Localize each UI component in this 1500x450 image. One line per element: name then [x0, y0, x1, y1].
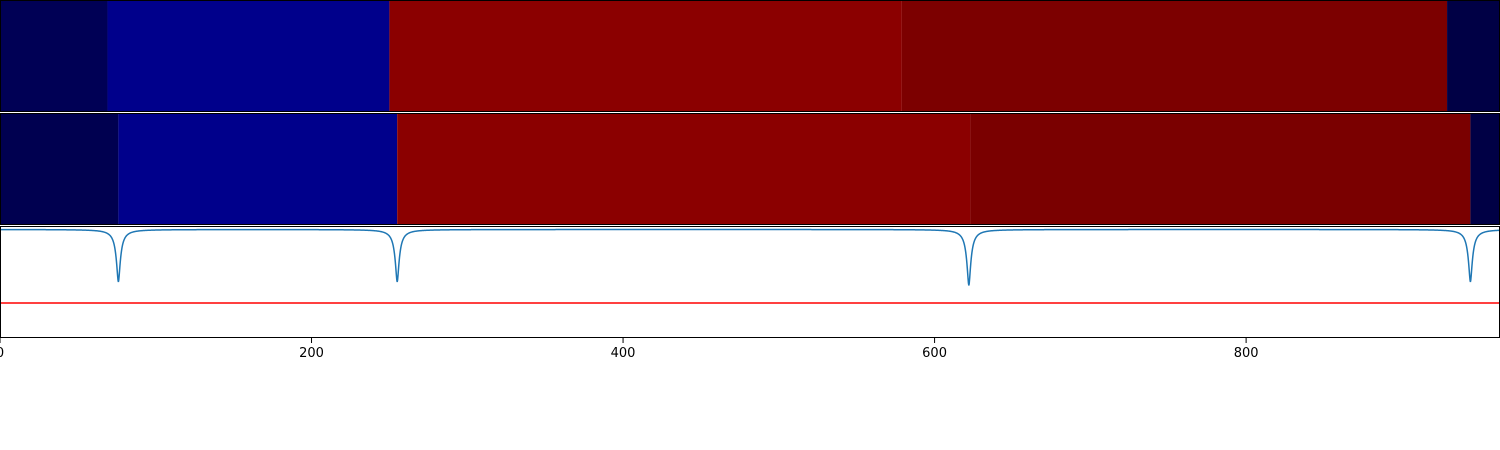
signal-line-1 [0, 228, 1500, 286]
heatmap-segment-4 [970, 113, 1471, 225]
line-plot-panel [0, 226, 1500, 338]
heatmap-segment-3 [389, 0, 902, 112]
heatmap-segment-5 [1470, 113, 1500, 225]
heatmap-segment-2 [107, 0, 390, 112]
heatmap-segment-4 [901, 0, 1448, 112]
plot-background [0, 226, 1500, 338]
x-tick-label: 200 [299, 346, 324, 361]
x-tick-label: 800 [1234, 346, 1259, 361]
heatmap-segment-3 [397, 113, 971, 225]
x-tick-label: 0 [0, 346, 4, 361]
heatmap-panel-top [0, 0, 1500, 112]
x-tick-label: 600 [922, 346, 947, 361]
heatmap-segment-1 [0, 0, 108, 112]
heatmap-segment-2 [118, 113, 398, 225]
heatmap-segment-1 [0, 113, 119, 225]
x-axis: 0 200 400 600 800 [0, 338, 1259, 361]
heatmap-panel-middle [0, 113, 1500, 225]
heatmap-segment-5 [1447, 0, 1500, 112]
x-tick-label: 400 [611, 346, 636, 361]
